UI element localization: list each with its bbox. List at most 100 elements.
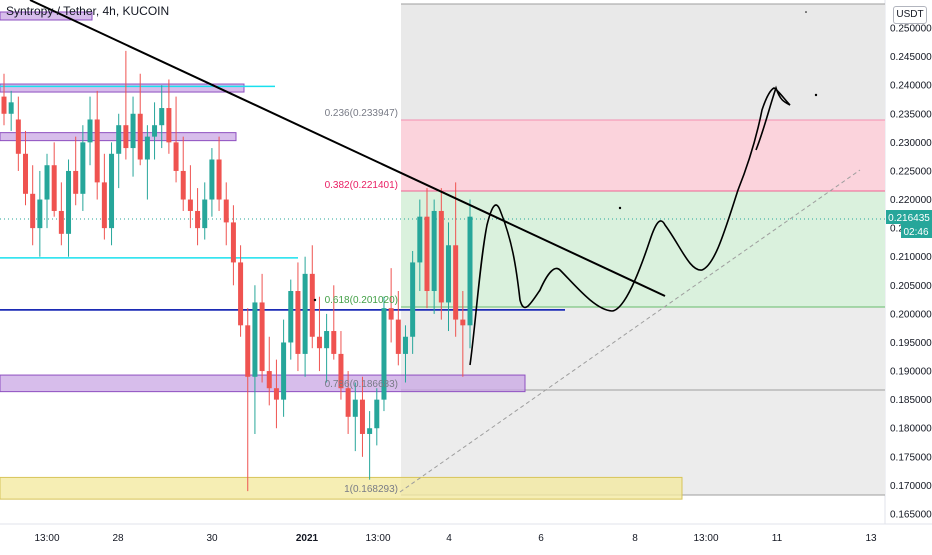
candle-body [273,388,279,400]
candle-body [58,210,64,234]
candle-body [345,388,351,417]
candle-body [381,308,387,400]
candle-body [445,245,451,303]
price-tick: 0.230000 [890,138,932,149]
candle-body [101,182,107,229]
price-tick: 0.175000 [890,452,932,463]
time-tick: 8 [632,533,638,544]
price-tick: 0.235000 [890,109,932,120]
candle-body [87,119,93,143]
candle-body [359,399,365,434]
price-tick: 0.180000 [890,424,932,435]
candle-body [23,153,29,194]
time-tick: 13:00 [34,533,59,544]
time-tick: 2021 [296,533,319,544]
price-tick: 0.205000 [890,281,932,292]
candle-body [266,371,272,389]
currency-badge[interactable]: USDT [893,6,927,24]
price-tick: 0.200000 [890,309,932,320]
candle-body [402,336,408,354]
price-tick: 0.240000 [890,81,932,92]
fib-label-382: 0.382(0.221401) [325,180,398,191]
fib-label-236: 0.236(0.233947) [325,108,398,119]
time-tick: 6 [538,533,544,544]
annotation-dot [618,206,622,210]
price-axis-panel [885,0,932,524]
candle-body [137,113,143,160]
candle-body [460,319,466,326]
candle-body [388,308,394,320]
candle-body [37,199,43,229]
fib-band-top [401,4,885,120]
candle-body [80,142,86,194]
candle-body [309,273,315,337]
annotation-dot [313,298,317,302]
candle-body [467,216,473,326]
price-tick: 0.210000 [890,252,932,263]
price-tick: 0.245000 [890,52,932,63]
candles-layer [1,50,473,492]
candle-body [338,353,344,389]
candle-body [123,125,129,149]
candle-body [453,245,459,320]
yellow-zone [0,476,683,500]
dotted-support-trendline[interactable] [399,169,861,493]
hand-drawn-projection[interactable] [469,85,791,366]
candle-body [324,331,330,349]
candle-body [8,102,14,114]
price-tick: 0.220000 [890,195,932,206]
candle-body [159,108,165,126]
time-tick: 30 [206,533,218,544]
candle-body [230,222,236,263]
fib-label-1: 1(0.168293) [344,484,398,495]
candle-body [180,170,186,200]
candle-body [424,216,430,292]
candle-body [144,136,150,160]
price-tick: 0.165000 [890,510,932,521]
candle-body [66,170,72,234]
candle-body [94,119,100,183]
price-tick: 0.225000 [890,166,932,177]
fib-retracement[interactable] [401,3,885,496]
time-tick: 28 [112,533,124,544]
candle-body [331,331,337,354]
candle-body [431,210,437,292]
candle-body [316,336,322,349]
descending-trendline[interactable] [29,0,666,297]
candle-body [30,193,36,229]
purple-zone [0,83,245,93]
fib-band-red [401,120,885,191]
candle-body [202,199,208,229]
candle-body [223,199,229,223]
candle-body [417,216,423,263]
time-tick: 13:00 [693,533,718,544]
candle-body [187,199,193,211]
candle-body [51,165,57,211]
countdown-badge [901,224,932,238]
candle-body [209,159,215,200]
candle-body [238,262,244,326]
candle-body [288,291,294,343]
candle-body [216,159,222,200]
time-tick: 13:00 [365,533,390,544]
candle-body [367,428,373,434]
candle-body [410,262,416,337]
candle-body [166,108,172,143]
time-tick: 11 [772,533,783,544]
candle-body [173,142,179,171]
price-tick: 0.250000 [890,24,932,35]
candle-body [130,113,136,149]
price-tick: 0.190000 [890,367,932,378]
last-price-value: 0.216435 [888,213,930,224]
candle-body [438,210,444,303]
fib-labels: 0.236(0.233947) 0.382(0.221401) 0.618(0.… [325,108,398,495]
candle-body [245,325,251,377]
candle-body [15,119,21,154]
annotation-dot [814,93,818,97]
candle-body [252,302,258,377]
time-tick: 4 [446,533,452,544]
time-axis-ticks: 13:00 28 30 2021 13:00 4 6 8 13:00 11 13 [34,533,877,544]
countdown-value: 02:46 [903,227,928,238]
